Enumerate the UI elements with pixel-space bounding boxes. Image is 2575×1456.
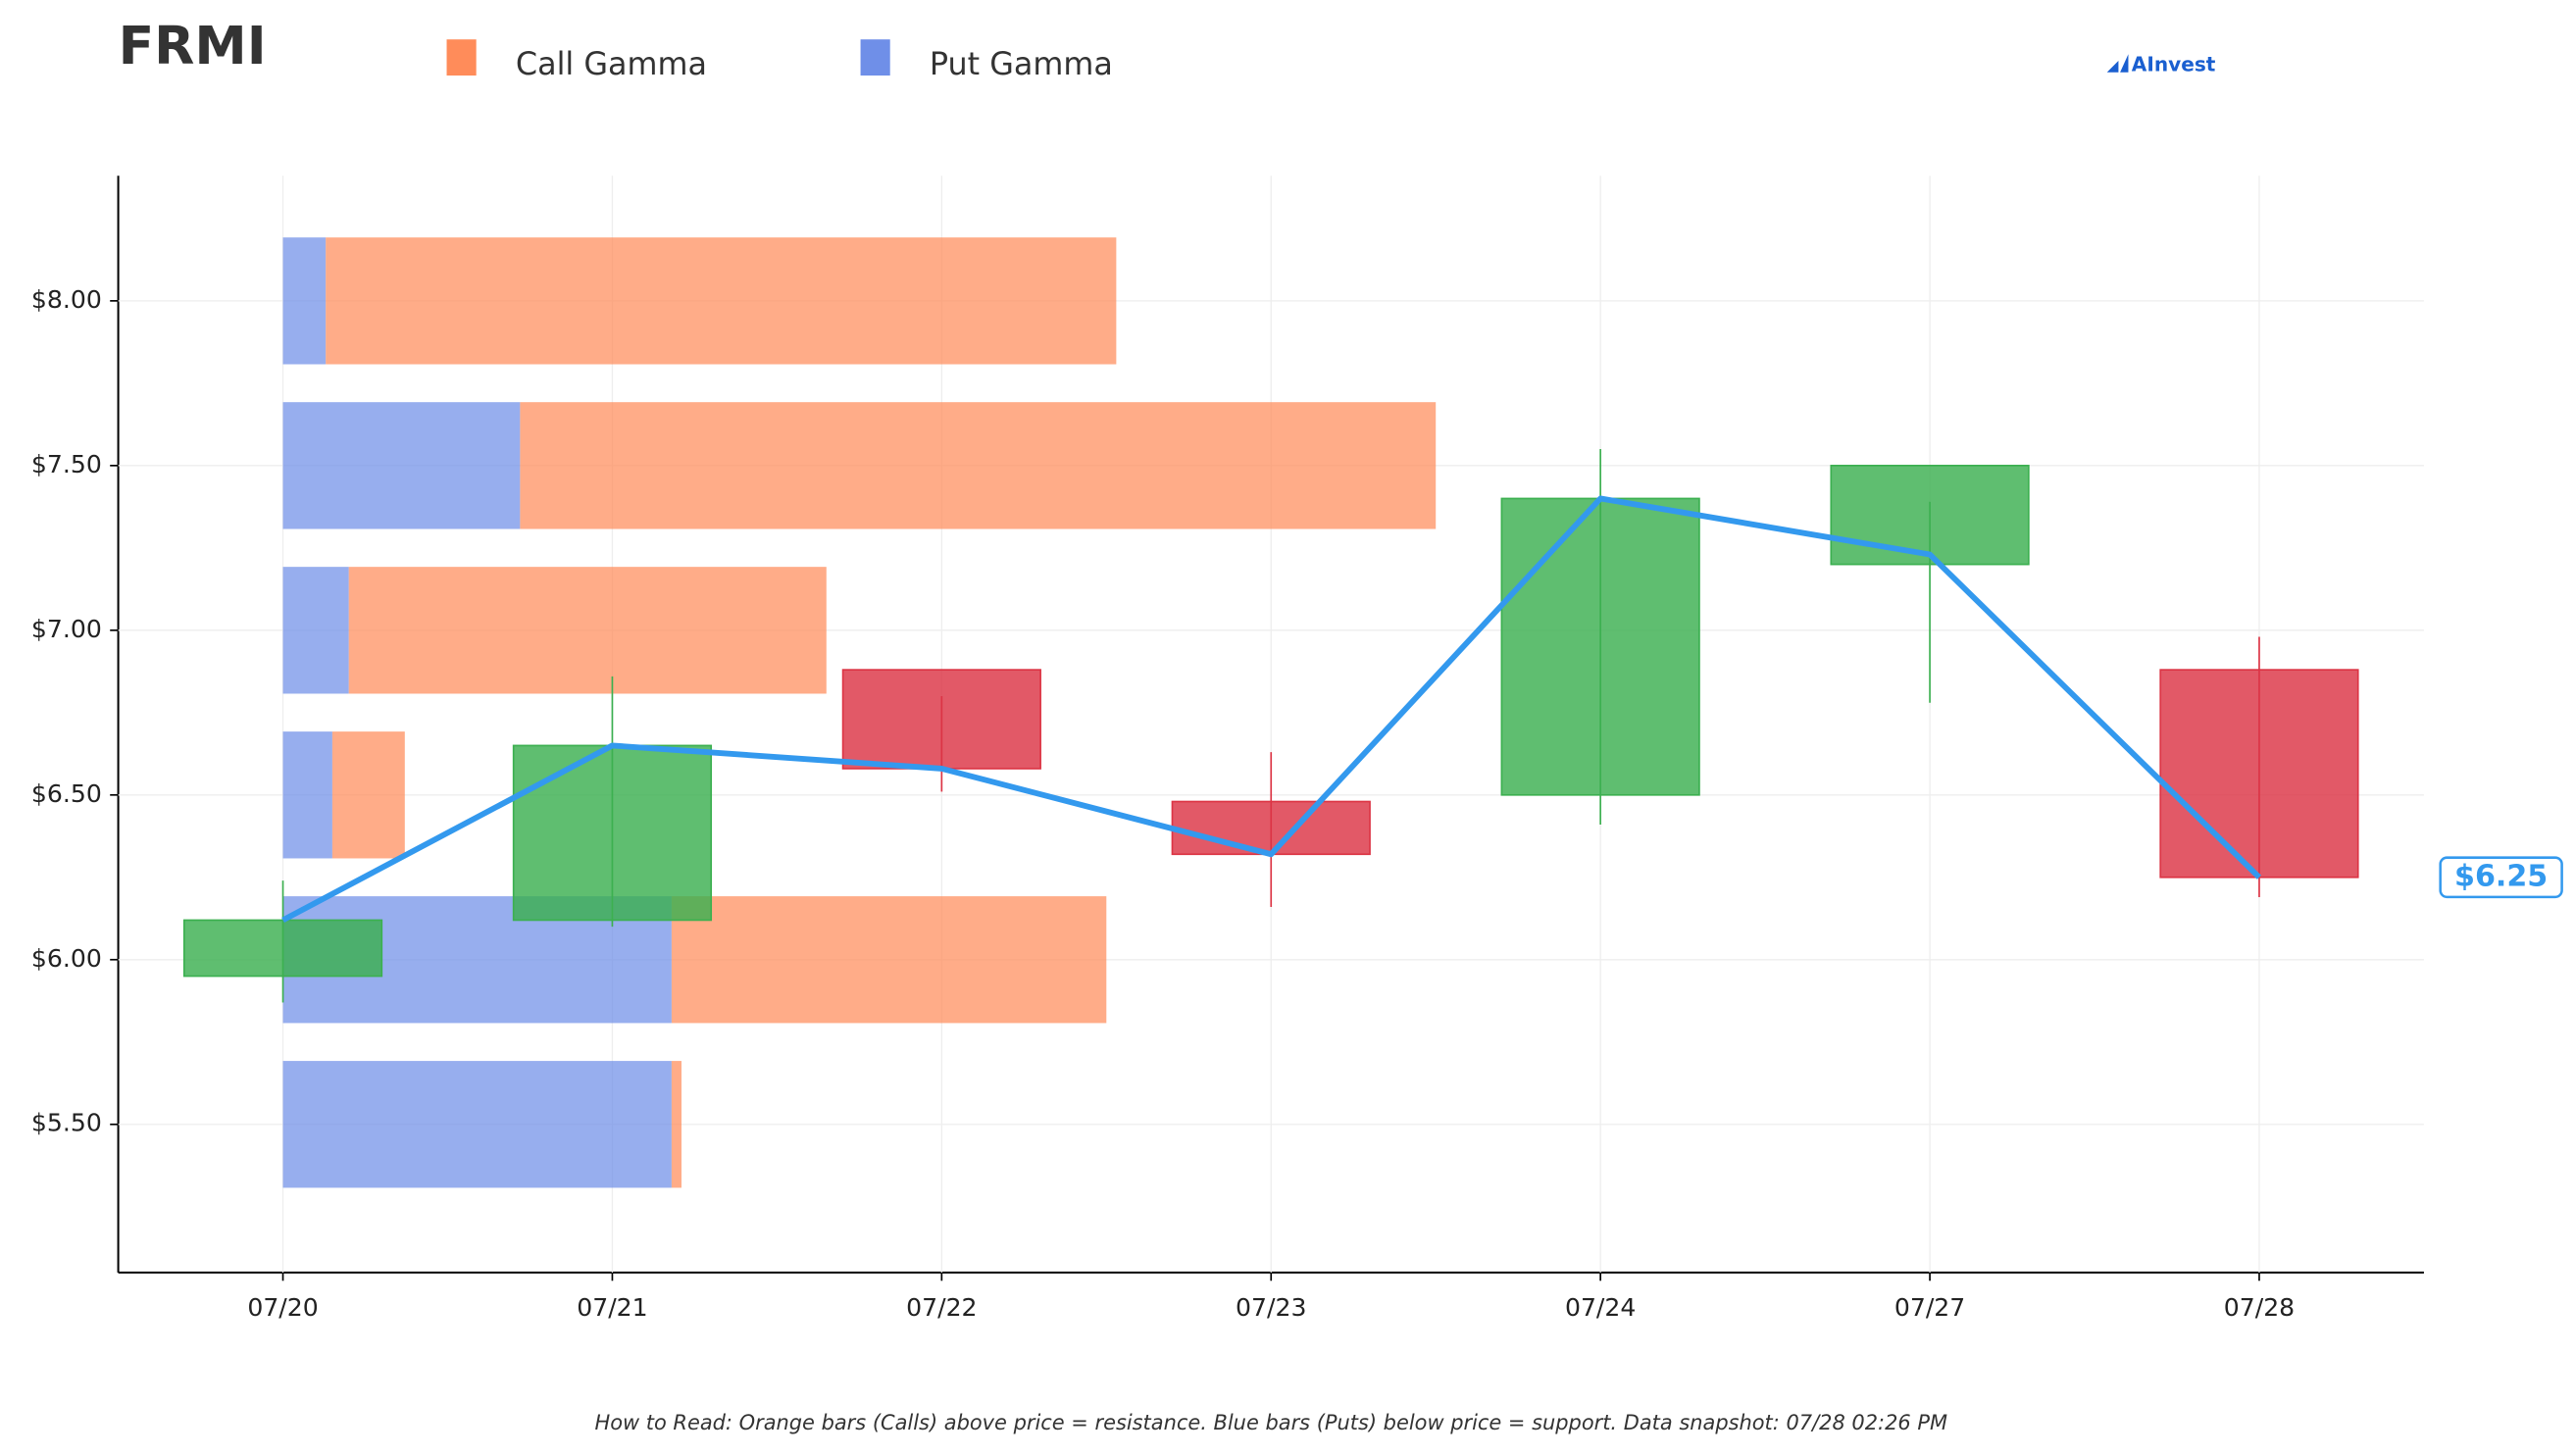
price-label-box <box>2439 856 2563 899</box>
candle-body <box>1500 497 1700 796</box>
x-tick-label: 07/27 <box>1894 1293 1965 1322</box>
candle-body <box>841 669 1041 770</box>
y-tick-label: $5.50 <box>31 1109 102 1137</box>
chart-title: FRMI <box>119 15 267 76</box>
price-line <box>281 495 2262 924</box>
gamma-bar <box>282 567 349 694</box>
x-tick-label: 07/23 <box>1236 1293 1306 1322</box>
candle-body <box>1830 465 2030 566</box>
gamma-bar <box>282 237 327 365</box>
gamma-bar <box>348 567 827 694</box>
gamma-bar <box>331 731 405 859</box>
footnote: How to Read: Orange bars (Calls) above p… <box>594 1411 1947 1434</box>
brand-logo: AInvest <box>2132 52 2216 75</box>
brand-icon <box>2106 54 2129 73</box>
y-tick-label: $6.50 <box>31 779 102 808</box>
y-tick-label: $6.00 <box>31 944 102 973</box>
legend-label: Put Gamma <box>930 45 1113 82</box>
x-tick-label: 07/20 <box>247 1293 318 1322</box>
candle-body <box>512 744 713 922</box>
legend-label: Call Gamma <box>516 45 707 82</box>
candle-body <box>2159 669 2359 879</box>
gamma-bar <box>282 731 332 859</box>
gamma-bar <box>282 402 521 529</box>
x-tick-label: 07/21 <box>577 1293 647 1322</box>
y-tick-label: $7.00 <box>31 615 102 643</box>
gamma-bar <box>520 402 1437 529</box>
y-tick-label: $7.50 <box>31 450 102 478</box>
gamma-bar <box>326 237 1117 365</box>
gamma-bar <box>671 896 1107 1024</box>
x-tick-label: 07/22 <box>906 1293 977 1322</box>
gamma-bar <box>671 1061 682 1188</box>
candle-body <box>1171 800 1371 856</box>
candle-body <box>182 919 383 978</box>
x-tick-label: 07/24 <box>1565 1293 1636 1322</box>
legend-swatch <box>860 39 890 76</box>
legend-swatch <box>446 39 477 76</box>
price-label: $6.25 <box>2454 859 2548 893</box>
gamma-bar <box>282 1061 672 1188</box>
y-tick-label: $8.00 <box>31 285 102 314</box>
x-tick-label: 07/28 <box>2224 1293 2295 1322</box>
